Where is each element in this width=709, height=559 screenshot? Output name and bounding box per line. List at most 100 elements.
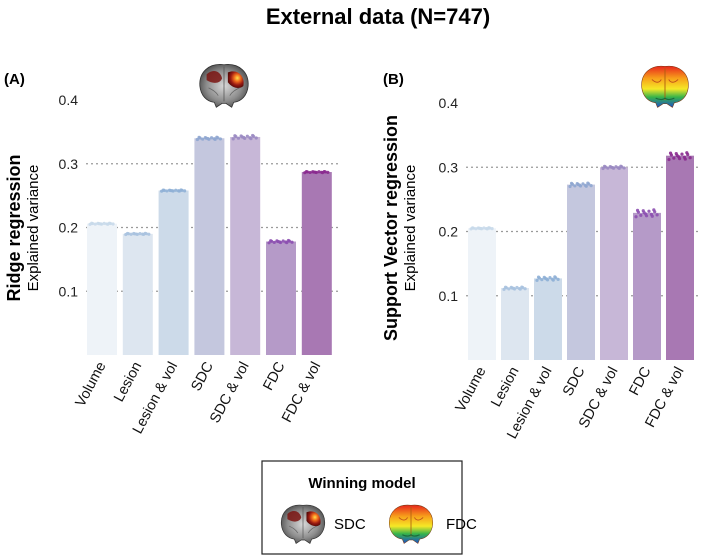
data-point [667,157,671,162]
x-tick-label: Lesion [488,364,522,409]
data-point [569,181,574,185]
data-point [476,226,480,230]
data-point [647,209,651,213]
data-point [583,183,588,187]
bar [122,233,153,355]
legend-label-fdc: FDC [446,516,477,533]
bar [600,167,628,360]
data-point [167,188,172,192]
x-tick-label: SDC [560,364,589,399]
panel-label: (B) [383,71,404,88]
x-tick-label: Volume [73,359,110,409]
data-point [239,134,243,138]
data-point [129,232,133,236]
data-point [96,221,100,225]
y-tick-label: 0.2 [59,220,79,236]
data-point [132,231,136,236]
data-point [251,133,255,138]
data-point [550,277,555,281]
data-point [479,226,483,231]
data-point [320,170,324,174]
bar [158,190,189,355]
y-tick-label: 0.4 [439,95,459,111]
data-point [641,209,645,213]
data-point [474,227,478,231]
legend: Winning model SDC FDC [261,460,477,555]
data-point [553,275,557,279]
data-point [515,285,519,290]
data-point [197,135,201,140]
data-point [685,151,689,155]
data-point [183,189,187,193]
data-point [523,287,527,291]
data-point [98,222,103,226]
data-point [614,165,618,169]
data-point [487,226,491,230]
data-point [484,226,488,231]
bar [301,172,332,355]
data-point [281,239,285,243]
winning-model-sdc-icon [199,63,249,108]
data-point [308,170,312,175]
x-tick-label: FDC [626,364,654,398]
data-point [215,135,219,139]
data-point [674,152,678,156]
data-point [622,166,626,170]
data-point [284,240,288,244]
data-point [254,136,258,140]
legend-title: Winning model [308,475,415,492]
data-point [586,181,590,185]
data-point [682,155,687,159]
y-axis-subtitle: Explained variance [402,165,419,292]
data-point [668,151,673,155]
data-point [542,275,546,279]
legend-label-sdc: SDC [334,516,366,533]
y-tick-label: 0.1 [59,283,79,299]
data-point [275,239,279,243]
x-tick-label: FDC [260,359,288,393]
data-point [556,277,560,282]
data-point [589,183,593,188]
data-point [245,134,249,138]
data-point [688,156,692,160]
data-point [639,213,643,217]
data-point [111,222,115,226]
data-point [143,231,147,235]
data-point [482,226,486,230]
x-tick-label: SDC [188,359,217,394]
data-point [179,188,183,192]
bar [87,223,117,355]
data-point [507,287,511,291]
data-point [540,278,544,282]
data-point [535,278,539,282]
data-point [677,155,681,159]
data-point [470,226,475,230]
bar [468,228,496,360]
data-point [277,240,282,244]
data-point [606,166,610,170]
y-axis-subtitle: Explained variance [25,165,42,292]
data-point [272,240,276,244]
data-point [138,232,142,236]
panel-b: (B) Support Vector regression Explained va… [381,71,700,442]
y-tick-label: 0.1 [439,288,459,304]
data-point [680,152,684,156]
data-point [512,286,516,290]
data-point [218,137,223,141]
data-point [206,137,210,141]
data-point [236,136,241,140]
x-tick-label: Lesion [111,359,145,404]
data-point [313,170,317,174]
data-point [231,137,235,141]
data-point [619,164,623,168]
data-point [568,184,572,189]
data-point [209,136,214,140]
data-point [672,156,676,160]
data-point [107,221,112,225]
data-point [548,275,552,280]
winning-model-fdc-icon [641,65,689,109]
data-point [286,238,291,243]
data-point [575,181,579,186]
data-point [655,213,659,217]
bar [666,155,694,360]
